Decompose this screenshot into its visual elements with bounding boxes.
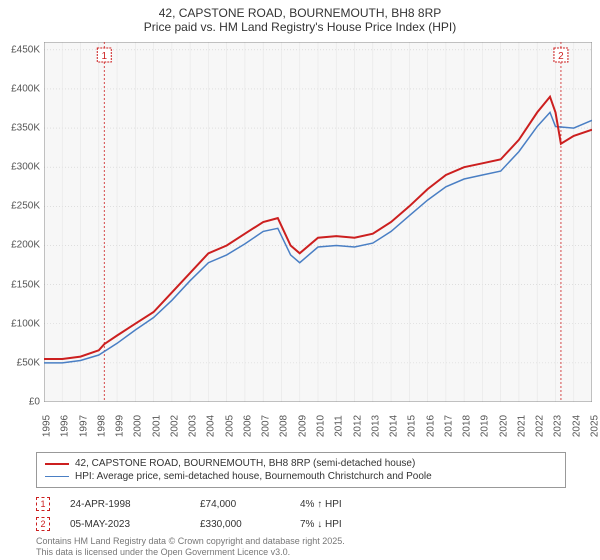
marker-date: 24-APR-1998 <box>70 499 180 510</box>
marker-number: 1 <box>40 499 45 509</box>
legend-swatch-icon <box>45 463 69 465</box>
x-tick-label: 2015 <box>407 415 418 437</box>
legend-box: 42, CAPSTONE ROAD, BOURNEMOUTH, BH8 8RP … <box>36 452 566 488</box>
y-tick-label: £300K <box>11 162 40 173</box>
x-tick-label: 1998 <box>96 415 107 437</box>
marker-delta: 7% ↓ HPI <box>300 519 400 530</box>
x-tick-label: 2004 <box>206 415 217 437</box>
marker-date: 05-MAY-2023 <box>70 519 180 530</box>
x-tick-label: 1997 <box>78 415 89 437</box>
x-tick-label: 2002 <box>169 415 180 437</box>
chart-subtitle: Price paid vs. HM Land Registry's House … <box>0 20 600 34</box>
legend-label: HPI: Average price, semi-detached house,… <box>75 471 432 482</box>
y-tick-label: £150K <box>11 279 40 290</box>
chart-container: 42, CAPSTONE ROAD, BOURNEMOUTH, BH8 8RP … <box>0 0 600 560</box>
footer-line: Contains HM Land Registry data © Crown c… <box>36 536 345 547</box>
y-tick-label: £250K <box>11 201 40 212</box>
y-tick-label: £200K <box>11 240 40 251</box>
chart-svg: 12 <box>44 42 592 402</box>
legend-label: 42, CAPSTONE ROAD, BOURNEMOUTH, BH8 8RP … <box>75 458 415 469</box>
marker-delta: 4% ↑ HPI <box>300 499 400 510</box>
y-tick-label: £350K <box>11 123 40 134</box>
marker-price: £74,000 <box>200 499 280 510</box>
x-tick-label: 2012 <box>352 415 363 437</box>
marker-row: 2 05-MAY-2023 £330,000 7% ↓ HPI <box>36 514 566 534</box>
x-tick-label: 2001 <box>151 415 162 437</box>
x-tick-label: 2003 <box>188 415 199 437</box>
svg-text:2: 2 <box>558 51 564 62</box>
y-tick-label: £0 <box>29 397 40 408</box>
marker-price: £330,000 <box>200 519 280 530</box>
y-tick-label: £100K <box>11 318 40 329</box>
x-tick-label: 2009 <box>297 415 308 437</box>
title-block: 42, CAPSTONE ROAD, BOURNEMOUTH, BH8 8RP … <box>0 0 600 36</box>
x-tick-label: 2013 <box>370 415 381 437</box>
y-tick-label: £450K <box>11 44 40 55</box>
svg-text:1: 1 <box>101 51 107 62</box>
x-tick-label: 2007 <box>261 415 272 437</box>
x-tick-label: 2022 <box>535 415 546 437</box>
marker-table: 1 24-APR-1998 £74,000 4% ↑ HPI 2 05-MAY-… <box>36 494 566 534</box>
footer-line: This data is licensed under the Open Gov… <box>36 547 345 558</box>
x-tick-label: 1996 <box>60 415 71 437</box>
x-tick-label: 2024 <box>571 415 582 437</box>
x-tick-label: 1999 <box>115 415 126 437</box>
chart-title: 42, CAPSTONE ROAD, BOURNEMOUTH, BH8 8RP <box>0 6 600 20</box>
x-tick-label: 1995 <box>42 415 53 437</box>
x-tick-label: 2021 <box>516 415 527 437</box>
legend-swatch-icon <box>45 476 69 477</box>
legend-item: 42, CAPSTONE ROAD, BOURNEMOUTH, BH8 8RP … <box>45 457 557 470</box>
x-axis-labels: 1995 1996 1997 1998 1999 2000 2001 2002 2003 2004… <box>44 404 592 450</box>
x-tick-label: 2017 <box>443 415 454 437</box>
x-tick-label: 2008 <box>279 415 290 437</box>
x-tick-label: 2011 <box>334 415 345 437</box>
y-tick-label: £50K <box>17 357 40 368</box>
x-tick-label: 2014 <box>389 415 400 437</box>
legend-item: HPI: Average price, semi-detached house,… <box>45 470 557 483</box>
x-tick-label: 2023 <box>553 415 564 437</box>
x-tick-label: 2005 <box>224 415 235 437</box>
x-tick-label: 2000 <box>133 415 144 437</box>
x-tick-label: 2010 <box>316 415 327 437</box>
x-tick-label: 2019 <box>480 415 491 437</box>
plot-area: 12 <box>44 42 592 402</box>
marker-badge-icon: 2 <box>36 517 50 531</box>
marker-badge-icon: 1 <box>36 497 50 511</box>
x-tick-label: 2020 <box>498 415 509 437</box>
marker-row: 1 24-APR-1998 £74,000 4% ↑ HPI <box>36 494 566 514</box>
x-tick-label: 2016 <box>425 415 436 437</box>
y-tick-label: £400K <box>11 83 40 94</box>
x-tick-label: 2018 <box>462 415 473 437</box>
y-axis-labels: £0£50K£100K£150K£200K£250K£300K£350K£400… <box>0 42 44 402</box>
footer-attribution: Contains HM Land Registry data © Crown c… <box>36 536 345 558</box>
x-tick-label: 2006 <box>242 415 253 437</box>
x-tick-label: 2025 <box>590 415 600 437</box>
marker-number: 2 <box>40 519 45 529</box>
